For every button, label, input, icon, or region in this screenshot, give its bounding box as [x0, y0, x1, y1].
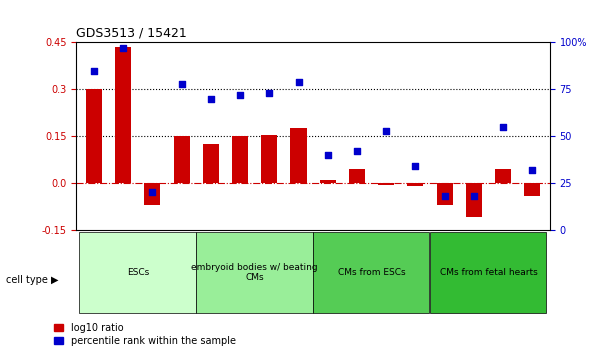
Bar — [86, 89, 102, 183]
Point — [235, 92, 245, 98]
Point — [352, 148, 362, 154]
Bar — [290, 129, 307, 183]
Legend: log10 ratio, percentile rank within the sample: log10 ratio, percentile rank within the … — [54, 323, 236, 346]
FancyBboxPatch shape — [196, 232, 313, 313]
Point — [381, 128, 391, 133]
Point — [411, 163, 420, 169]
Bar — [495, 169, 511, 183]
Point — [527, 167, 537, 173]
Bar — [232, 136, 248, 183]
Text: CMs from ESCs: CMs from ESCs — [338, 268, 406, 277]
Bar — [349, 169, 365, 183]
Point — [265, 90, 274, 96]
Point — [469, 193, 479, 199]
Point — [498, 124, 508, 130]
Text: GDS3513 / 15421: GDS3513 / 15421 — [76, 27, 187, 40]
Bar — [115, 47, 131, 183]
Bar — [408, 183, 423, 186]
Bar — [144, 183, 161, 205]
Bar — [174, 136, 189, 183]
Point — [294, 79, 304, 85]
Point — [147, 190, 157, 195]
Text: ESCs: ESCs — [126, 268, 149, 277]
Point — [323, 152, 332, 158]
Bar — [203, 144, 219, 183]
Text: CMs from fetal hearts: CMs from fetal hearts — [440, 268, 538, 277]
Bar — [466, 183, 482, 217]
Bar — [320, 180, 336, 183]
Point — [119, 45, 128, 51]
FancyBboxPatch shape — [430, 232, 546, 313]
Bar — [437, 183, 453, 205]
Bar — [262, 135, 277, 183]
Point — [89, 68, 99, 73]
Text: cell type ▶: cell type ▶ — [6, 275, 59, 285]
Text: embryoid bodies w/ beating
CMs: embryoid bodies w/ beating CMs — [191, 263, 318, 282]
Point — [440, 193, 450, 199]
Point — [206, 96, 216, 102]
Point — [177, 81, 186, 86]
FancyBboxPatch shape — [313, 232, 430, 313]
Bar — [378, 183, 394, 184]
FancyBboxPatch shape — [79, 232, 196, 313]
Bar — [524, 183, 540, 195]
